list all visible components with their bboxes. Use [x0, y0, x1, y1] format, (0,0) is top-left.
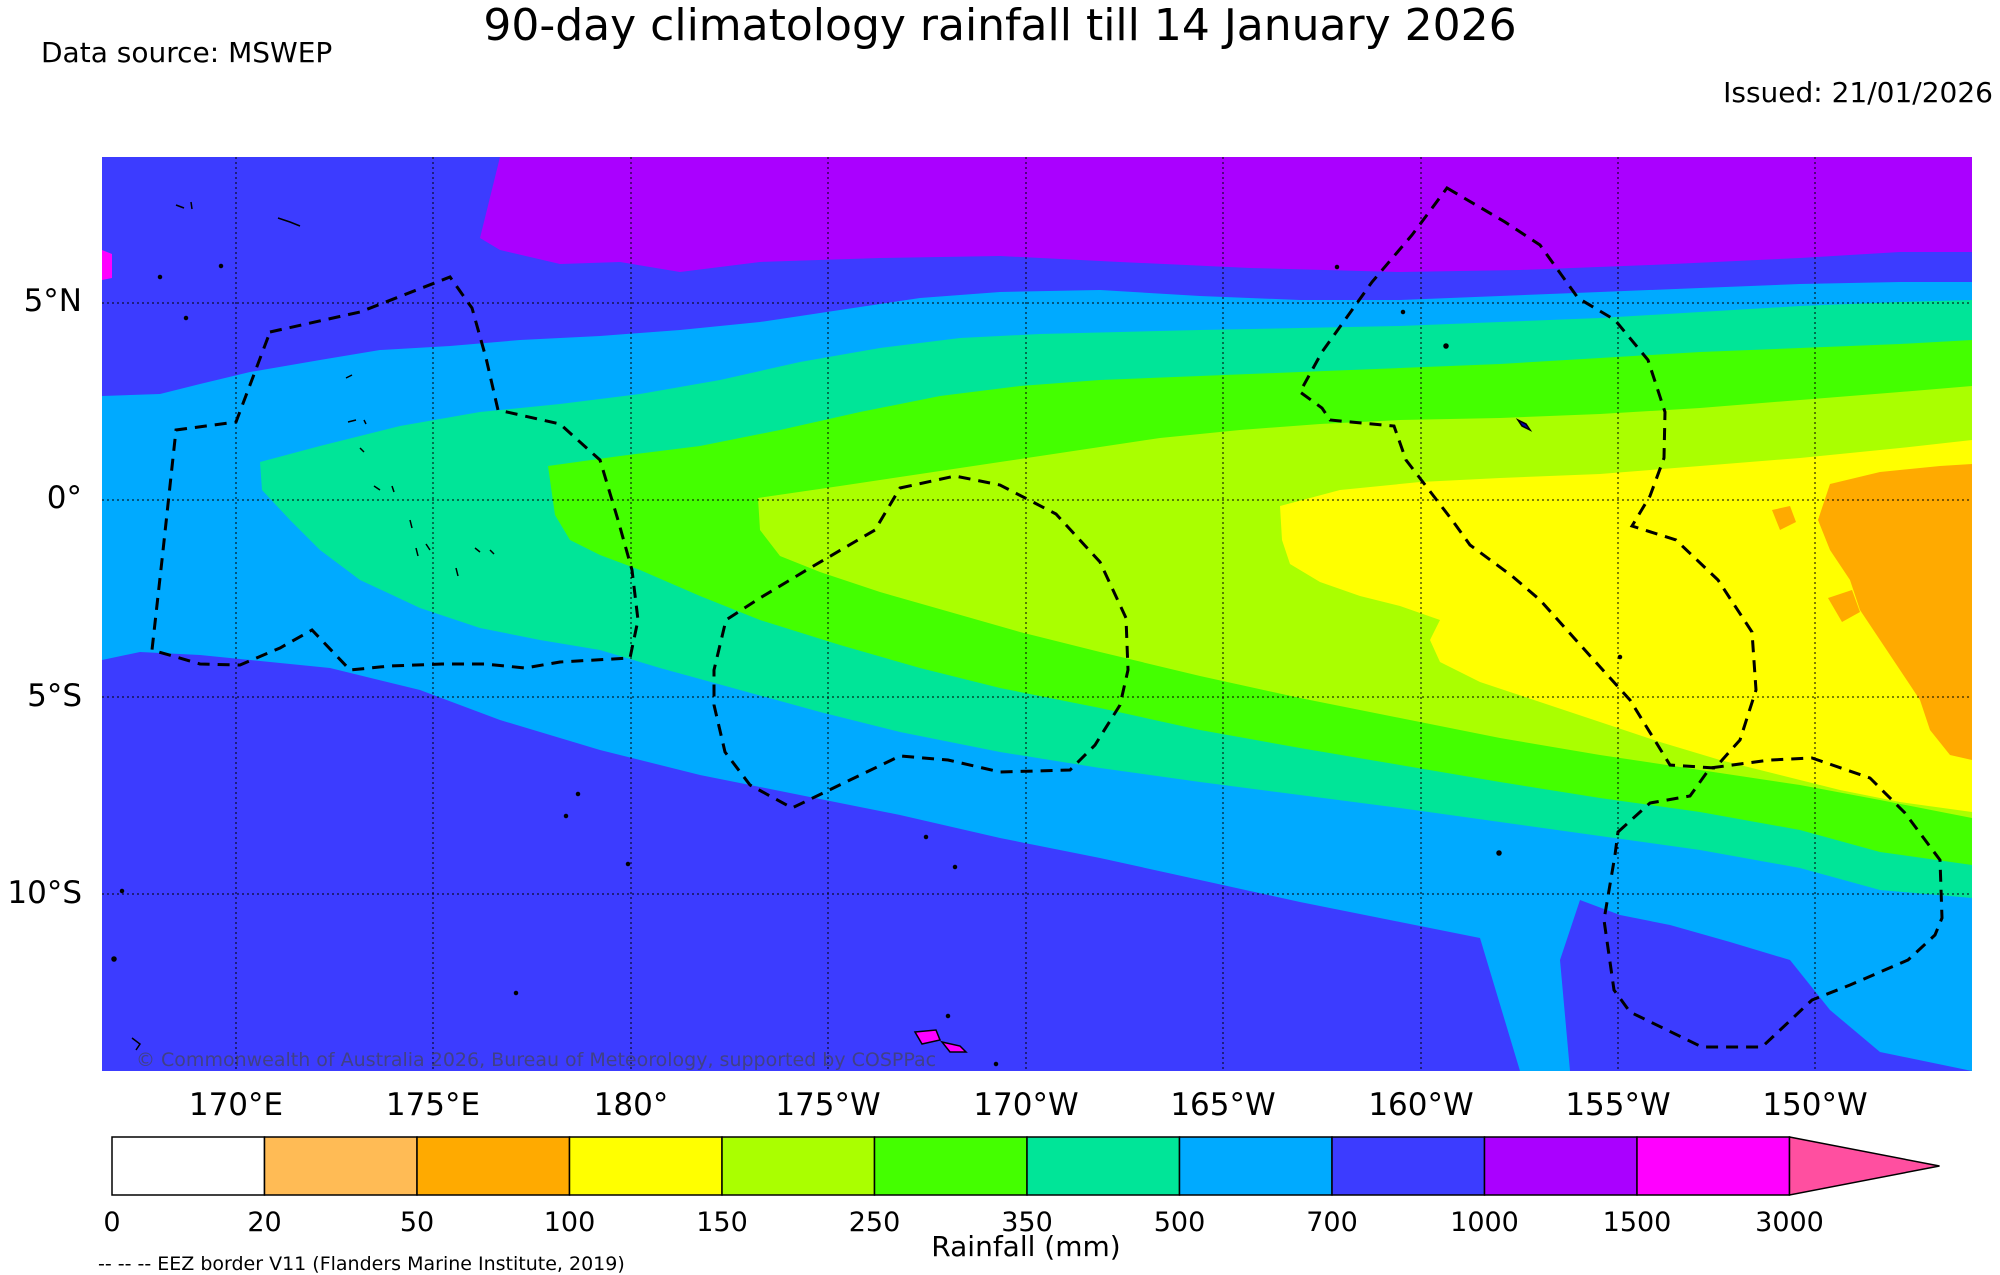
colorbar-swatch — [1026, 1136, 1181, 1196]
island — [218, 263, 224, 269]
eez-kiribati-gilbert — [150, 275, 640, 672]
colorbar-swatch — [873, 1136, 1028, 1196]
island — [131, 1037, 142, 1051]
island — [1334, 264, 1340, 270]
colorbar-tick-label: 500 — [1154, 1207, 1206, 1238]
island — [409, 519, 459, 577]
colorbar-tick-label: 100 — [544, 1207, 596, 1238]
island — [183, 315, 189, 321]
island — [1443, 343, 1449, 349]
eez-borders — [150, 186, 1944, 1049]
colorbar-swatch — [416, 1136, 571, 1196]
orange-patch — [1772, 506, 1796, 530]
lat-label: 10°S — [7, 875, 82, 911]
lon-label: 165°W — [1170, 1087, 1275, 1123]
lat-label: 0° — [47, 480, 82, 516]
lon-label: 155°W — [1565, 1087, 1670, 1123]
colorbar-tick-label: 350 — [1001, 1207, 1053, 1238]
longitude-labels: 170°E 175°E 180° 175°W 170°W 165°W 160°W… — [189, 1087, 1868, 1123]
latitude-labels: 5°N 0° 5°S 10°S — [7, 283, 82, 911]
island — [952, 864, 958, 870]
colorbar-swatch — [721, 1136, 876, 1196]
island — [119, 888, 125, 894]
eez-footnote: -- -- -- EEZ border V11 (Flanders Marine… — [98, 1253, 625, 1275]
colorbar-tick-label: 1000 — [1450, 1207, 1519, 1238]
band-50-100 — [1818, 464, 1972, 760]
lat-label: 5°N — [24, 283, 82, 319]
eez-kiribati-line — [1298, 186, 1758, 770]
island — [277, 217, 301, 227]
lon-label: 175°E — [386, 1087, 480, 1123]
colorbar-tick-label: 0 — [103, 1207, 120, 1238]
colorbar-swatch — [263, 1136, 418, 1196]
lon-label: 150°W — [1762, 1087, 1867, 1123]
colorbar-extend-arrow — [1788, 1136, 1940, 1196]
island — [373, 485, 395, 493]
lon-label: 180° — [594, 1087, 669, 1123]
colorbar-tick-label: 50 — [400, 1207, 434, 1238]
colorbar-tick-label: 250 — [849, 1207, 901, 1238]
colorbar-tick-label: 150 — [696, 1207, 748, 1238]
island — [175, 201, 193, 210]
colorbar-swatch — [1483, 1136, 1638, 1196]
issued-date: Issued: 21/01/2026 — [1723, 76, 1993, 109]
graticule — [102, 157, 1972, 1071]
colorbar-tick-label: 20 — [247, 1207, 281, 1238]
island — [1400, 309, 1406, 315]
colorbar-tick-label: 1500 — [1603, 1207, 1672, 1238]
island — [345, 374, 367, 453]
rainfall-field — [102, 157, 1972, 1071]
colorbar-title: Rainfall (mm) — [931, 1230, 1120, 1263]
pink-patch — [102, 250, 112, 280]
colorbar-tick-label: 3000 — [1755, 1207, 1824, 1238]
lat-label: 5°S — [27, 678, 82, 714]
lon-label: 170°W — [973, 1087, 1078, 1123]
lon-label: 175°W — [775, 1087, 880, 1123]
island — [993, 1061, 999, 1067]
colorbar-tick-label: 700 — [1306, 1207, 1358, 1238]
island-samoa — [940, 1040, 968, 1053]
island-samoa — [913, 1029, 942, 1045]
island — [1496, 850, 1502, 856]
lon-label: 170°E — [189, 1087, 283, 1123]
colorbar-swatch — [111, 1136, 266, 1196]
island — [111, 956, 117, 962]
data-source-label: Data source: MSWEP — [41, 36, 333, 69]
lon-label: 160°W — [1368, 1087, 1473, 1123]
colorbar-swatch — [1178, 1136, 1333, 1196]
island — [1515, 418, 1533, 432]
island — [513, 990, 519, 996]
island — [474, 547, 495, 555]
islands — [111, 201, 1623, 1067]
island — [1617, 654, 1623, 660]
colorbar-swatch — [1331, 1136, 1486, 1196]
eez-french-polynesia — [1602, 756, 1944, 1049]
colorbar: 0 20 50 100 150 250 350 500 700 1000 1500 3000 — [103, 1136, 1940, 1238]
colorbar-swatch — [1636, 1136, 1791, 1196]
island — [625, 861, 631, 867]
orange-patch — [1828, 590, 1860, 622]
band-100-150 — [1280, 440, 1972, 812]
island — [575, 791, 581, 797]
band-1000-1500 — [480, 157, 1972, 272]
island — [563, 813, 569, 819]
colorbar-swatch — [568, 1136, 723, 1196]
island — [945, 1013, 951, 1019]
copyright-notice: © Commonwealth of Australia 2026, Bureau… — [136, 1049, 936, 1071]
island — [157, 274, 163, 280]
eez-kiribati-phoenix — [712, 474, 1130, 810]
map-title: 90-day climatology rainfall till 14 Janu… — [483, 0, 1517, 51]
island — [923, 834, 929, 840]
